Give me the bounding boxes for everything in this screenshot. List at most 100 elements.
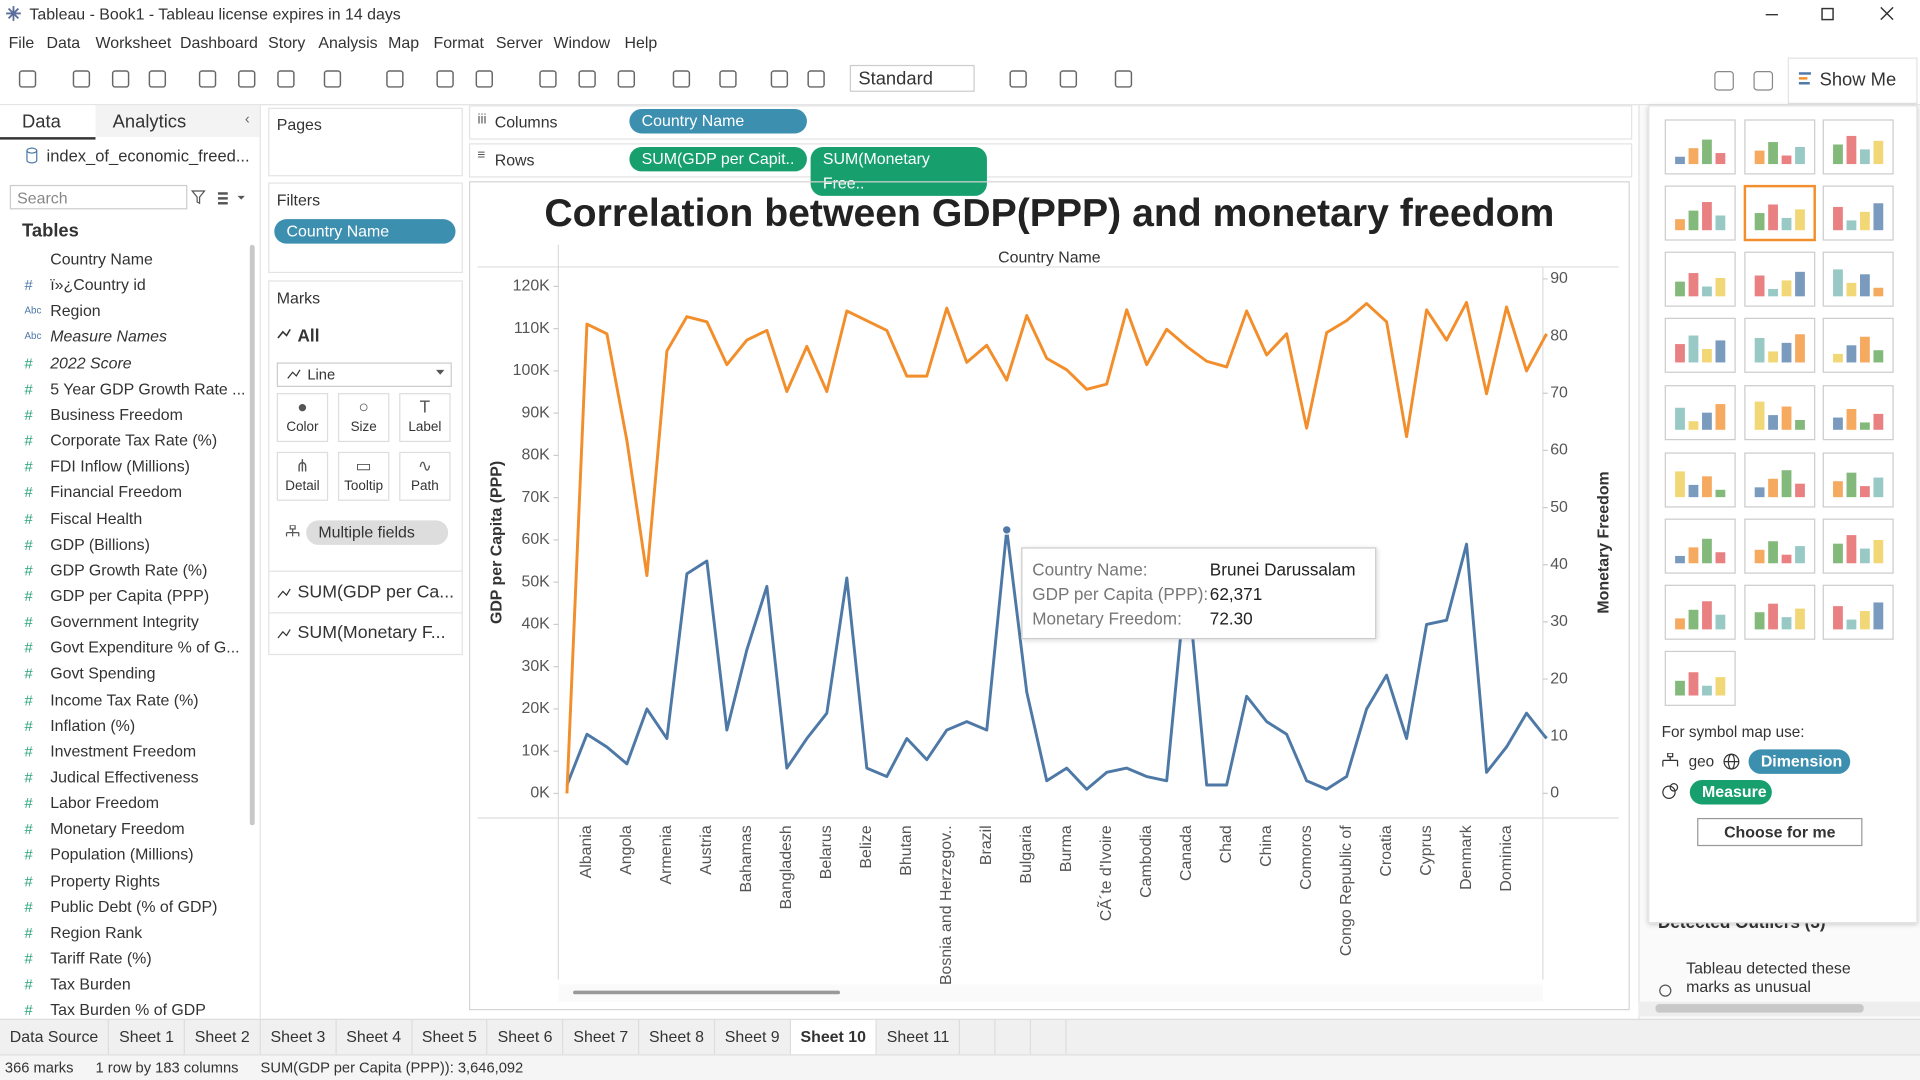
field-name[interactable]: Investment Freedom [50,741,197,761]
sheet-tab[interactable]: Sheet 8 [639,1020,715,1055]
toolbar-icon[interactable] [475,70,493,88]
toolbar-icon[interactable] [436,70,454,88]
field-name[interactable]: Judical Effectiveness [50,767,199,787]
toolbar-icon[interactable] [1114,70,1133,88]
rows-pill[interactable]: SUM(GDP per Capit.. [629,146,807,172]
field-name[interactable]: Country Name [50,249,153,269]
toolbar-icon[interactable] [238,70,256,88]
new-sheet-button[interactable] [1031,1020,1067,1055]
analytics-tab-bg[interactable] [95,105,260,138]
field-name[interactable]: ï»¿Country id [50,275,146,295]
toolbar-icon[interactable] [198,70,217,88]
field-name[interactable]: Monetary Freedom [50,819,185,838]
new-sheet-button[interactable] [996,1020,1032,1055]
menu-item[interactable]: Analysis [318,33,378,52]
sheet-tab[interactable]: Sheet 9 [715,1020,791,1055]
mark-button-label[interactable]: Label [408,420,442,435]
field-name[interactable]: Govt Expenditure % of G... [50,638,240,657]
sheet-tab[interactable]: Sheet 10 [790,1020,877,1055]
toolbar-icon[interactable] [386,70,404,88]
sheet-tab[interactable]: Sheet 2 [185,1020,261,1055]
toolbar-icon[interactable] [807,70,825,88]
menu-item[interactable]: Map [388,33,420,52]
field-name[interactable]: Labor Freedom [50,793,160,813]
view-size[interactable]: Standard [858,68,933,90]
sheet-tab[interactable]: Data Source [0,1020,110,1055]
view-size-dropdown[interactable] [849,64,975,92]
toolbar-icon[interactable] [1753,71,1774,91]
field-name[interactable]: Government Integrity [50,612,199,631]
analytics-tab[interactable]: Analytics [112,111,187,133]
toolbar-icon[interactable] [719,70,737,88]
menu-item[interactable]: Dashboard [180,33,258,52]
toolbar-icon[interactable] [539,70,557,88]
field-name[interactable]: Financial Freedom [50,482,183,502]
mark-button[interactable]: ● Color [276,393,329,443]
menu-item[interactable]: Help [624,33,658,52]
field-name[interactable]: Corporate Tax Rate (%) [50,431,218,450]
show-me-label[interactable]: Show Me [1819,69,1897,91]
mark-type[interactable]: Line [307,366,336,384]
menu-item[interactable]: Story [268,33,306,52]
mark-button[interactable]: ⋔ Detail [276,451,329,501]
field-name[interactable]: Property Rights [50,871,160,890]
h-scroll-track[interactable] [558,984,1543,1002]
toolbar-icon[interactable] [148,70,167,88]
columns-pill[interactable]: Country Name [629,108,807,134]
mark-button-label[interactable]: Path [411,478,439,494]
thumbnail[interactable] [1822,317,1894,373]
datasource-name[interactable]: index_of_economic_freed... [46,146,250,166]
sheet-tab[interactable]: Sheet 7 [564,1020,640,1055]
toolbar-icon[interactable] [18,70,37,88]
show-me-button[interactable] [1787,57,1918,105]
field-name[interactable]: Fiscal Health [50,508,143,528]
new-sheet-button[interactable] [960,1020,996,1055]
sheet-tab[interactable]: Sheet 6 [488,1020,564,1055]
window-controls[interactable] [1751,2,1910,26]
mark-button[interactable]: T Label [399,393,451,443]
measure-marks[interactable]: SUM(Monetary F... [297,623,446,643]
menu-item[interactable]: Data [46,33,81,52]
toolbar-icon[interactable] [323,70,342,88]
menu-item[interactable]: Worksheet [95,33,172,52]
toolbar-icon[interactable] [1059,70,1078,88]
menu-item[interactable]: File [8,33,35,52]
field-name[interactable]: Public Debt (% of GDP) [50,897,218,916]
toolbar-icon[interactable] [111,70,130,88]
mark-button-label[interactable]: Color [286,420,319,435]
field-name[interactable]: Income Tax Rate (%) [50,690,199,709]
field-name[interactable]: Govt Spending [50,664,156,683]
field-name[interactable]: GDP Growth Rate (%) [50,560,208,579]
choose-for-me[interactable]: Choose for me [1697,817,1863,847]
toolbar-icon[interactable] [617,70,636,88]
field-name[interactable]: Population (Millions) [50,845,194,864]
field-name[interactable]: Tax Burden % of GDP [50,1000,206,1017]
mark-button[interactable]: ▭ Tooltip [337,451,390,501]
search-placeholder[interactable]: Search [17,188,68,207]
filter-icons[interactable] [191,189,252,206]
sheet-tab[interactable]: Sheet 4 [336,1020,413,1055]
field-name[interactable]: Measure Names [50,327,167,346]
thumbnail[interactable] [1664,584,1736,640]
field-name[interactable]: Business Freedom [50,405,183,424]
collapse-arrow[interactable]: ‹ [244,110,250,128]
mark-button-label[interactable]: Tooltip [344,478,384,494]
field-scrollbar[interactable] [249,244,255,826]
filter-pill[interactable]: Country Name [274,219,456,244]
mark-button-label[interactable]: Size [350,420,377,435]
mark-button[interactable]: ∿ Path [399,451,451,501]
mark-type-dropdown[interactable] [276,362,452,387]
field-name[interactable]: 2022 Score [50,353,132,372]
menu-item[interactable]: Window [553,33,611,52]
detail-pill[interactable]: Multiple fields [306,520,449,545]
field-name[interactable]: Region Rank [50,923,143,942]
sheet-tab[interactable]: Sheet 11 [877,1020,961,1055]
mark-button-label[interactable]: Detail [285,478,320,494]
data-tab-bg[interactable] [0,105,96,140]
thumbnail[interactable] [1664,119,1736,175]
menu-item[interactable]: Format [433,33,484,52]
field-name[interactable]: Tariff Rate (%) [50,949,152,968]
field-name[interactable]: 5 Year GDP Growth Rate ... [50,379,246,398]
toolbar-icon[interactable] [277,70,295,88]
toolbar-icon[interactable] [578,70,596,88]
